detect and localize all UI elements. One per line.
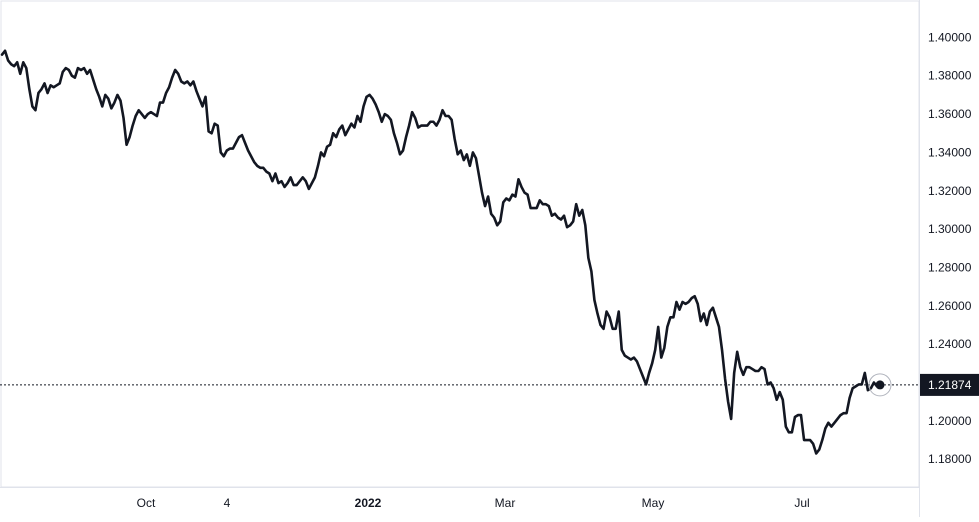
- x-tick-label: 4: [224, 496, 231, 510]
- y-tick-label: 1.28000: [928, 261, 972, 275]
- y-tick-label: 1.30000: [928, 222, 972, 236]
- last-point-halo: [868, 373, 892, 397]
- y-tick-label: 1.32000: [928, 184, 972, 198]
- x-tick-label: 2022: [355, 496, 382, 510]
- x-tick-label: Oct: [137, 496, 156, 510]
- last-price-badge: [920, 373, 979, 396]
- time-axis[interactable]: Oct 4 2022 Mar May Jul: [137, 496, 810, 510]
- x-tick-label: May: [642, 496, 665, 510]
- y-tick-label: 1.20000: [928, 414, 972, 428]
- x-tick-label: Mar: [495, 496, 516, 510]
- last-price-label: 1.21874: [928, 378, 972, 392]
- y-tick-label: 1.18000: [928, 452, 972, 466]
- last-point-dot: [875, 380, 885, 390]
- price-series-line[interactable]: [0, 49, 882, 455]
- x-tick-label: Jul: [794, 496, 809, 510]
- y-tick-label: 1.36000: [928, 107, 972, 121]
- y-tick-label: 1.26000: [928, 299, 972, 313]
- plot-area[interactable]: [0, 49, 882, 455]
- y-tick-label: 1.38000: [928, 69, 972, 83]
- y-tick-label: 1.34000: [928, 145, 972, 159]
- price-axis[interactable]: 1.40000 1.38000 1.36000 1.34000 1.32000 1.300…: [928, 30, 972, 466]
- last-price-marker: 1.21874: [0, 373, 979, 397]
- y-tick-label: 1.40000: [928, 30, 972, 44]
- y-tick-label: 1.24000: [928, 337, 972, 351]
